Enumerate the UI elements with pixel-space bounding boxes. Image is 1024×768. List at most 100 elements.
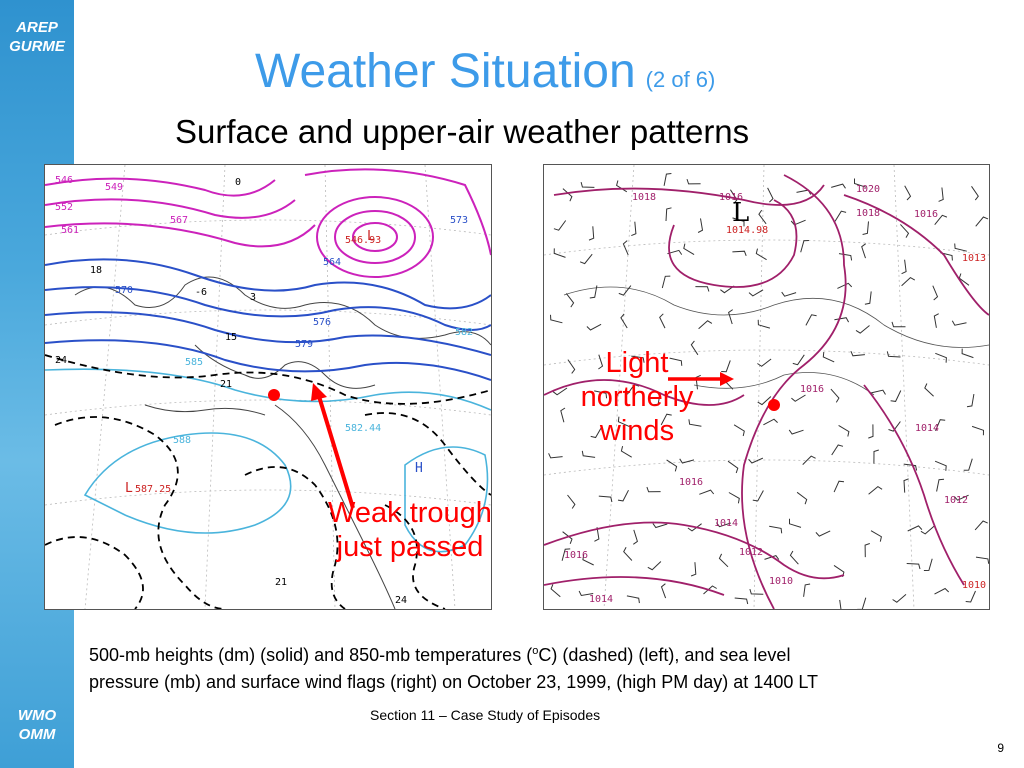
wind-barb [580, 181, 595, 188]
height-label: 579 [295, 339, 313, 350]
height-label: 588 [173, 435, 191, 446]
wind-barb [923, 558, 933, 571]
wind-barb [758, 209, 767, 225]
wind-barb [800, 240, 809, 253]
wind-arrowhead [720, 372, 734, 386]
wind-barb [781, 291, 797, 297]
upper-air-map: 546 549 552 561 564 567 570 573 576 579 … [44, 164, 492, 610]
location-marker [268, 389, 280, 401]
wind-barb [653, 392, 661, 406]
map-grid [544, 165, 989, 609]
wind-barb [690, 340, 699, 356]
wind-barb [620, 313, 628, 329]
wind-barb [932, 285, 939, 301]
height-label: 564 [323, 257, 341, 268]
wind-barb [891, 321, 906, 328]
wind-barb [631, 355, 645, 363]
wind-barb [698, 320, 713, 330]
wind-barb [623, 547, 633, 561]
height-label: 582.44 [345, 423, 381, 434]
temp-label: 21 [220, 379, 232, 390]
annotation-line: northerly [580, 381, 694, 413]
page-subtitle: Surface and upper-air weather patterns [175, 113, 750, 150]
wind-barb [620, 445, 632, 458]
wind-barb [805, 314, 817, 326]
wind-barb [958, 273, 970, 286]
wind-barb [666, 459, 678, 472]
wind-barb [703, 585, 717, 595]
height-contours-north [45, 168, 491, 278]
wind-barb [864, 291, 872, 305]
wind-barb [660, 413, 672, 426]
height-label: 585 [185, 357, 203, 368]
height-label: 546.93 [345, 235, 381, 246]
wind-barb [732, 217, 745, 227]
height-contours-south [45, 368, 491, 553]
wind-barb [633, 529, 638, 545]
wind-barb [935, 352, 947, 363]
isobar-label: 1016 [800, 384, 824, 395]
wind-barb [857, 597, 867, 609]
wind-barb [688, 419, 702, 427]
wind-barb [578, 590, 594, 597]
surface-map: 1018 1016 1020 1018 1016 1016 1014 1016 … [543, 164, 990, 610]
wind-barb [665, 207, 672, 222]
wind-barb [622, 240, 629, 256]
coastlines [74, 276, 491, 609]
isobar-label: 1014 [915, 423, 939, 434]
wind-barb [934, 587, 950, 595]
wind-barb [870, 530, 882, 542]
temp-label: 24 [395, 595, 407, 606]
wind-barb [792, 354, 805, 366]
height-contours [45, 258, 491, 381]
temp-label: 24 [55, 355, 67, 366]
wind-barb [728, 492, 740, 504]
caption-line2: pressure (mb) and surface wind flags (ri… [89, 672, 819, 692]
wind-barb [854, 178, 867, 188]
temp-label: 0 [235, 177, 241, 188]
wind-barb [920, 525, 935, 535]
height-label: 546 [55, 175, 73, 186]
surface-map-svg: 1018 1016 1020 1018 1016 1016 1014 1016 … [544, 165, 989, 609]
wind-barb [886, 351, 901, 358]
wind-barb [687, 523, 702, 532]
wind-barb [839, 599, 842, 609]
isobar-label: 1016 [719, 192, 743, 203]
caption-line1-prefix: 500-mb heights (dm) (solid) and 850-mb t… [89, 645, 533, 665]
wind-barb [965, 590, 976, 603]
low-value: 1013 [962, 253, 986, 264]
wind-barb [906, 563, 921, 570]
section-footer: Section 11 – Case Study of Episodes [370, 707, 601, 723]
wind-barb [901, 259, 907, 275]
wind-barb [586, 323, 602, 331]
wind-barb [718, 553, 729, 568]
isobar-label: 1012 [739, 547, 763, 558]
wind-barb [548, 453, 563, 459]
wind-barb [582, 554, 594, 566]
coastlines [563, 286, 989, 396]
figure-caption: 500-mb heights (dm) (solid) and 850-mb t… [89, 638, 1014, 696]
low-pressure-symbol: L [732, 198, 749, 228]
wind-barb [686, 178, 701, 185]
height-label: 576 [313, 317, 331, 328]
wind-barb [652, 523, 668, 529]
wind-barb [815, 530, 831, 537]
isobar-label: 1016 [564, 550, 588, 561]
low-value: 1014.98 [726, 225, 768, 236]
wind-barb [734, 597, 749, 605]
wind-barb [838, 424, 850, 437]
map-labels: 546 549 552 561 564 567 570 573 576 579 … [55, 175, 473, 606]
wind-barb [757, 319, 771, 329]
wind-flags [548, 173, 989, 609]
wind-barb [748, 457, 764, 464]
wind-barb [553, 248, 566, 258]
wind-barb [830, 388, 840, 403]
wind-barb [565, 293, 575, 308]
wind-barb [868, 424, 874, 439]
wind-barb [900, 224, 910, 238]
isobar-label: 1018 [632, 192, 656, 203]
wind-barb [567, 359, 576, 374]
page-number: 9 [997, 741, 1004, 755]
logo-line2: OMM [18, 726, 56, 743]
isobar-label: 1016 [679, 477, 703, 488]
